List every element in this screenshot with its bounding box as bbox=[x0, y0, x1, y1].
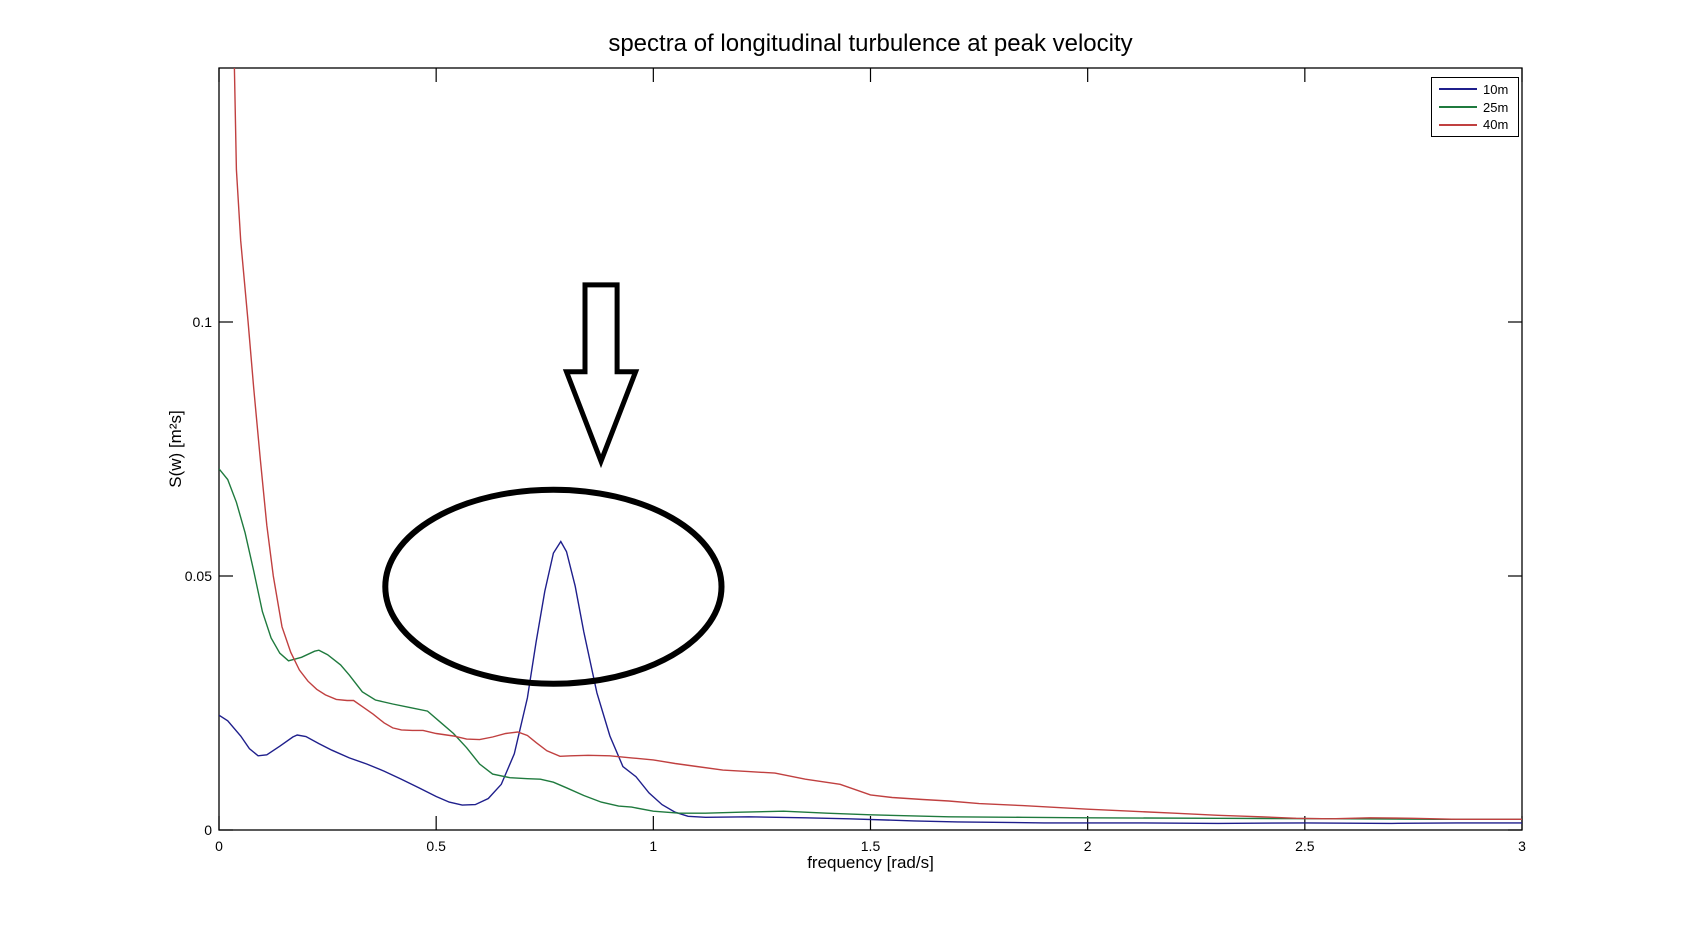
legend-item: 25m bbox=[1439, 100, 1513, 115]
series-line-10m bbox=[219, 540, 1522, 825]
y-tick-label: 0 bbox=[204, 822, 212, 838]
x-axis-label: frequency [rad/s] bbox=[807, 853, 934, 872]
legend-line-sample bbox=[1439, 88, 1477, 91]
y-tick-label: 0.05 bbox=[184, 568, 212, 584]
x-tick-label: 3 bbox=[1518, 838, 1526, 854]
legend-line-sample bbox=[1439, 123, 1477, 126]
legend-item: 10m bbox=[1439, 82, 1513, 97]
legend-label: 25m bbox=[1483, 99, 1509, 115]
x-tick-label: 2 bbox=[1083, 838, 1092, 854]
series-line-25m bbox=[219, 468, 1522, 820]
y-axis-label: S(w) [m²s] bbox=[166, 410, 185, 488]
legend-line-sample bbox=[1439, 106, 1477, 108]
legend-label: 40m bbox=[1483, 117, 1509, 133]
plot-border bbox=[218, 67, 1523, 831]
series-line-40m bbox=[233, 68, 1522, 820]
x-tick-label: 2.5 bbox=[1295, 838, 1315, 854]
x-tick-label: 1.5 bbox=[860, 838, 881, 854]
y-tick-label: 0.1 bbox=[192, 314, 212, 330]
x-tick-label: 0.5 bbox=[426, 838, 446, 854]
arrow-annotation bbox=[562, 282, 640, 469]
chart-title: spectra of longitudinal turbulence at pe… bbox=[608, 30, 1133, 57]
x-tick-label: 1 bbox=[649, 838, 658, 854]
legend: 10m 25m 40m bbox=[1431, 77, 1519, 137]
ellipse-annotation bbox=[382, 486, 725, 687]
legend-label: 10m bbox=[1483, 81, 1509, 97]
legend-item: 40m bbox=[1439, 117, 1513, 132]
x-tick-label: 0 bbox=[215, 838, 223, 854]
